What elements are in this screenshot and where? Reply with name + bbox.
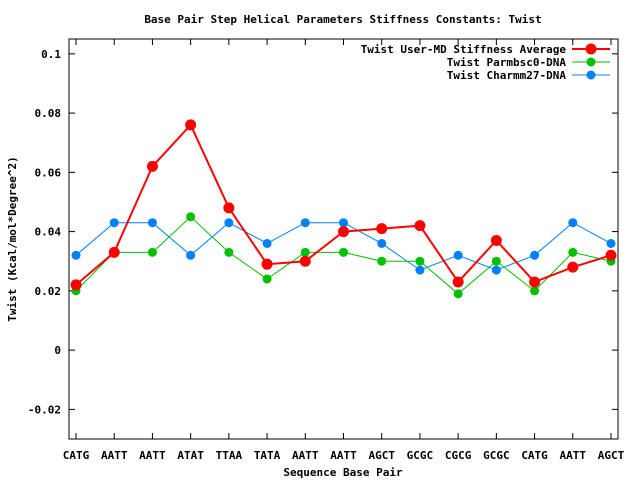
data-point	[224, 218, 234, 228]
legend-entry-label: Twist Charmm27-DNA	[447, 69, 567, 82]
x-tick-label: CATG	[63, 449, 90, 462]
data-point	[262, 238, 272, 248]
x-tick-label: AATT	[292, 449, 319, 462]
data-point	[415, 256, 425, 266]
series-layer	[70, 119, 617, 299]
legend-swatch-marker	[586, 57, 596, 67]
chart-title: Base Pair Step Helical Parameters Stiffn…	[144, 13, 541, 26]
data-point	[109, 218, 119, 228]
x-tick-label: CGCG	[445, 449, 472, 462]
y-tick-label: 0.06	[35, 166, 62, 179]
data-point	[377, 238, 387, 248]
data-point	[529, 276, 541, 288]
x-tick-label: AATT	[139, 449, 166, 462]
y-tick-label: 0.02	[35, 285, 62, 298]
x-tick-label: ATAT	[177, 449, 204, 462]
data-point	[300, 218, 310, 228]
data-point	[377, 256, 387, 266]
data-point	[262, 274, 272, 284]
data-point	[415, 265, 425, 275]
legend-entry-label: Twist Parmbsc0-DNA	[447, 56, 567, 69]
x-axis-label: Sequence Base Pair	[283, 466, 403, 479]
data-point	[605, 249, 617, 261]
data-point	[299, 255, 311, 267]
data-point	[530, 286, 540, 296]
data-point	[606, 238, 616, 248]
x-tick-label: GCGC	[483, 449, 510, 462]
data-point	[300, 247, 310, 257]
y-tick-label: 0	[54, 344, 61, 357]
data-point	[453, 250, 463, 260]
data-point	[146, 160, 158, 172]
data-point	[452, 276, 464, 288]
data-point	[339, 247, 348, 257]
series-line	[75, 123, 612, 286]
legend-entry-label: Twist User-MD Stiffness Average	[361, 43, 567, 56]
plot-frame	[68, 38, 619, 440]
x-tick-label: CATG	[521, 449, 548, 462]
data-point	[568, 218, 578, 228]
data-point	[414, 220, 426, 232]
legend-swatch-marker	[586, 70, 596, 80]
data-point	[491, 256, 501, 266]
x-tick-label: AATT	[101, 449, 128, 462]
series-1	[70, 119, 617, 291]
data-point	[568, 247, 578, 257]
data-point	[223, 202, 235, 214]
data-point	[224, 247, 234, 257]
data-point	[71, 250, 81, 260]
data-point	[338, 226, 349, 238]
y-tick-label: 0.08	[35, 107, 62, 120]
y-tick-label: -0.02	[28, 403, 61, 416]
legend-swatch-marker	[585, 43, 597, 55]
x-tick-label: GCGC	[407, 449, 434, 462]
data-point	[108, 246, 120, 258]
data-point	[186, 212, 196, 222]
x-tick-label: TATA	[254, 449, 281, 462]
data-point	[186, 250, 196, 260]
data-point	[376, 223, 388, 235]
data-point	[491, 265, 501, 275]
x-tick-label: AGCT	[598, 449, 625, 462]
y-tick-label: 0.04	[35, 226, 62, 239]
data-point	[490, 234, 502, 246]
series-2	[71, 212, 616, 299]
x-tick-label: AGCT	[368, 449, 395, 462]
data-point	[530, 250, 540, 260]
x-tick-label: AATT	[560, 449, 587, 462]
data-point	[147, 218, 157, 228]
data-point	[339, 218, 348, 228]
series-3	[71, 218, 616, 275]
data-point	[567, 261, 579, 273]
data-point	[261, 258, 273, 270]
data-point	[147, 247, 157, 257]
x-tick-label: TTAA	[216, 449, 243, 462]
y-axis: -0.02 0 0.02 0.04 0.06 0.08 0.1	[28, 48, 618, 416]
x-axis: CATG AATT AATT ATAT TTAA TATA AATT AATT AGCT GCGC…	[63, 39, 625, 462]
y-axis-label: Twist (Kcal/mol*Degree^2)	[6, 156, 19, 322]
data-point	[453, 289, 463, 299]
data-point	[185, 119, 197, 131]
x-tick-label: AATT	[330, 449, 357, 462]
y-tick-label: 0.1	[41, 48, 61, 61]
data-point	[70, 279, 82, 291]
